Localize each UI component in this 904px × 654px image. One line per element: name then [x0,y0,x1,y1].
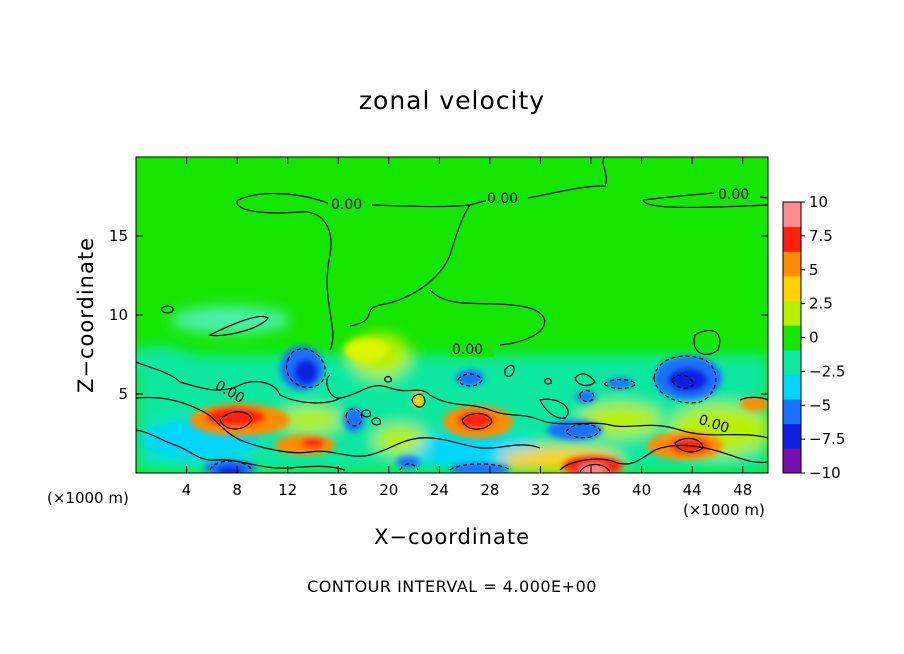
x-tick-label: 24 [430,481,449,499]
colorbar-segment [783,423,801,449]
x-tick-label: 4 [182,481,192,499]
colorbar-tick-label: −5 [809,396,831,414]
x-tick-label: 44 [683,481,702,499]
y-tick-label: 15 [109,227,128,245]
x-axis-label: X−coordinate [374,525,530,549]
y-axis: 5 10 15 [109,227,768,403]
colorbar-tick-label: 0 [809,329,819,347]
x-tick-label: 8 [232,481,242,499]
heatmap-field: 0.00 0.00 0.00 0.00 0.00 0.00 [136,157,768,473]
contour-interval-note: CONTOUR INTERVAL = 4.000E+00 [307,577,597,596]
colorbar-segment [783,202,801,228]
x-tick-label: 32 [531,481,550,499]
colorbar-tick-label: 5 [809,261,819,279]
colorbar-segment [783,448,801,474]
colorbar-segment [783,251,801,277]
colorbar-segment [783,399,801,425]
contour-label-3: 0.00 [718,187,749,203]
y-axis-label: Z−coordinate [74,237,98,393]
colorbar-segment [783,300,801,326]
x-tick-label: 16 [329,481,348,499]
chart-title: zonal velocity [358,86,546,115]
colorbar-tick-label: 7.5 [809,227,833,245]
x-unit-label: (×1000 m) [683,501,765,519]
x-axis: 4 8 12 16 20 24 28 32 36 40 44 48 [182,157,752,499]
x-tick-label: 12 [278,481,297,499]
contour-label-4: 0.00 [452,342,483,358]
colorbar-tick-label: 2.5 [809,295,833,313]
colorbar-segment [783,226,801,252]
colorbar-segment [783,325,801,351]
y-tick-label: 5 [118,385,128,403]
colorbar-segment [783,349,801,375]
x-tick-label: 48 [733,481,752,499]
x-tick-label: 40 [632,481,651,499]
contour-label-1: 0.00 [331,197,362,213]
contour-label-2: 0.00 [487,191,518,207]
y-unit-label: (×1000 m) [47,489,129,507]
colorbar-tick-label: −10 [809,464,841,482]
contour-lines [136,157,768,473]
colorbar-segment [783,374,801,400]
x-tick-label: 36 [581,481,600,499]
colorbar: 10 7.5 5 2.5 0 −2.5 −5 −7.5 −10 [782,193,845,482]
x-tick-label: 20 [379,481,398,499]
y-tick-label: 10 [109,306,128,324]
colorbar-tick-label: 10 [809,193,828,211]
colorbar-tick-label: −2.5 [809,362,845,380]
negative-contours [209,348,717,471]
x-tick-label: 28 [480,481,499,499]
colorbar-tick-label: −7.5 [809,430,845,448]
colorbar-segment [783,275,801,302]
